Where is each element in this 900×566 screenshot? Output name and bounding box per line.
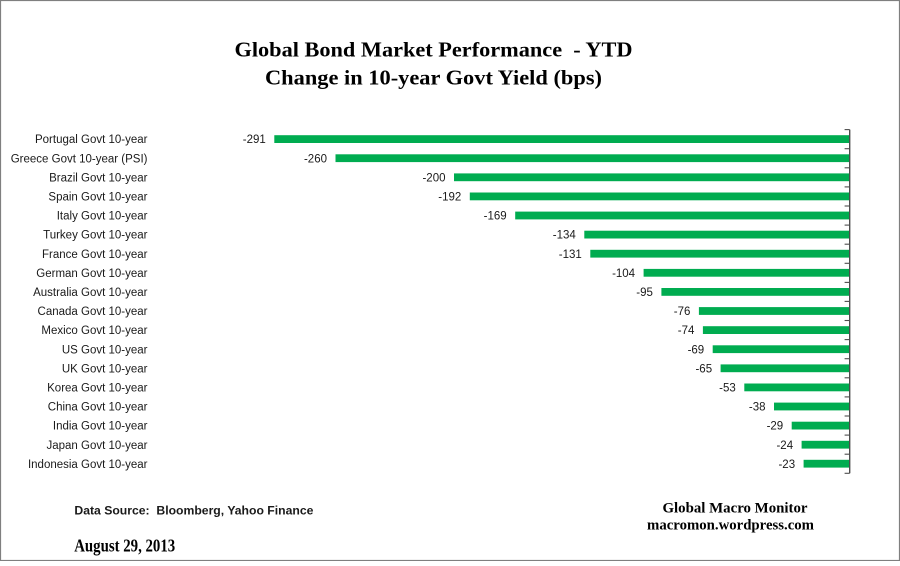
svg-text:-291: -291 [243,134,266,146]
svg-text:-260: -260 [304,153,327,165]
svg-text:-76: -76 [674,306,691,318]
svg-text:-53: -53 [719,383,736,395]
svg-text:Brazil Govt 10-year: Brazil Govt 10-year [49,172,148,184]
svg-text:-200: -200 [422,172,445,184]
svg-text:macromon.wordpress.com: macromon.wordpress.com [647,518,814,534]
svg-text:Change in 10-year Govt Yield (: Change in 10-year Govt Yield (bps) [265,66,602,90]
svg-text:-65: -65 [695,363,712,375]
svg-text:-23: -23 [778,459,795,471]
svg-text:-169: -169 [484,211,507,223]
svg-text:-38: -38 [749,402,766,414]
svg-text:Global Macro Monitor: Global Macro Monitor [663,501,808,517]
svg-text:-24: -24 [776,440,793,452]
svg-text:India Govt 10-year: India Govt 10-year [53,421,148,433]
svg-text:-69: -69 [688,344,705,356]
svg-text:-131: -131 [559,249,582,261]
svg-text:UK Govt 10-year: UK Govt 10-year [62,363,148,375]
svg-text:Turkey Govt 10-year: Turkey Govt 10-year [43,230,148,242]
svg-text:German Govt 10-year: German Govt 10-year [36,268,147,280]
svg-text:-104: -104 [612,268,636,280]
svg-text:China Govt 10-year: China Govt 10-year [48,402,148,414]
svg-text:-95: -95 [636,287,653,299]
svg-text:August 29, 2013: August 29, 2013 [74,535,175,555]
svg-text:Spain Govt 10-year: Spain Govt 10-year [48,192,147,204]
svg-text:-134: -134 [553,230,577,242]
svg-text:Australia Govt 10-year: Australia Govt 10-year [33,287,148,299]
svg-text:Japan Govt 10-year: Japan Govt 10-year [46,440,147,452]
svg-text:-74: -74 [678,325,695,337]
svg-text:France Govt 10-year: France Govt 10-year [42,249,148,261]
svg-text:Korea Govt 10-year: Korea Govt 10-year [47,383,148,395]
svg-text:Mexico Govt 10-year: Mexico Govt 10-year [41,325,147,337]
svg-text:Indonesia Govt 10-year: Indonesia Govt 10-year [28,459,148,471]
svg-text:-192: -192 [438,192,461,204]
svg-text:US Govt 10-year: US Govt 10-year [62,344,148,356]
svg-text:Canada Govt 10-year: Canada Govt 10-year [38,306,148,318]
svg-text:Global Bond Market Performance: Global Bond Market Performance - YTD [235,38,633,62]
svg-text:Portugal Govt 10-year: Portugal Govt 10-year [35,134,148,146]
svg-text:Italy Govt 10-year: Italy Govt 10-year [57,211,148,223]
svg-text:Data Source: Bloomberg, Yahoo: Data Source: Bloomberg, Yahoo Finance [74,503,313,517]
svg-text:Greece Govt 10-year (PSI): Greece Govt 10-year (PSI) [11,153,148,165]
svg-text:-29: -29 [767,421,784,433]
